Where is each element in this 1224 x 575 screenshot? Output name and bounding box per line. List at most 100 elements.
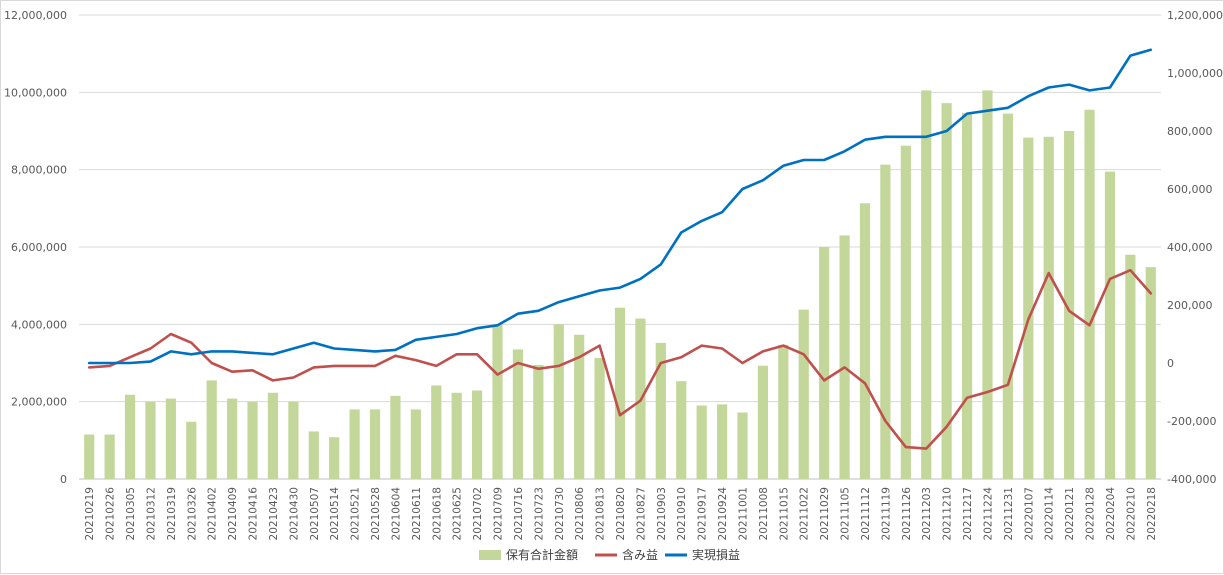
x-tick-label: 20220218	[1146, 487, 1158, 540]
bar	[471, 390, 483, 479]
x-tick-label: 20210716	[513, 487, 525, 541]
x-tick-label: 20210709	[493, 487, 505, 540]
series-line	[87, 48, 1153, 365]
bar	[1043, 136, 1054, 480]
bar	[206, 380, 217, 479]
bar	[737, 412, 748, 479]
bar	[696, 405, 707, 479]
bar	[1002, 113, 1013, 479]
x-tick-label: 20211008	[758, 487, 770, 540]
x-tick-label: 20210416	[248, 487, 260, 541]
bar	[655, 342, 666, 479]
x-tick-label: 20210618	[431, 487, 443, 540]
x-tick-label: 20210813	[595, 487, 607, 540]
line-series	[87, 48, 1153, 450]
x-tick-label: 20210702	[472, 487, 484, 540]
bar	[288, 401, 299, 479]
x-tick-label: 20210924	[717, 487, 729, 541]
y-right-tick-label: 400,000	[1167, 241, 1213, 254]
bar	[247, 401, 258, 479]
bar	[961, 112, 973, 480]
x-tick-label: 20210507	[309, 487, 321, 540]
bar	[492, 324, 503, 479]
bar	[1023, 137, 1034, 479]
x-tick-label: 20210430	[288, 487, 300, 540]
bar	[859, 203, 871, 479]
x-tick-label: 20211022	[799, 487, 811, 540]
bar	[778, 344, 789, 479]
bar	[145, 401, 156, 479]
x-tick-label: 20210319	[166, 487, 178, 540]
x-tick-label: 20220128	[1085, 487, 1097, 540]
bar	[1064, 131, 1075, 479]
y-left-tick-label: 8,000,000	[11, 164, 67, 177]
x-tick-label: 20210409	[227, 487, 239, 540]
legend-label: 含み益	[622, 547, 658, 562]
x-tick-label: 20210402	[207, 487, 219, 540]
bar	[84, 434, 95, 479]
bar	[757, 365, 769, 479]
x-tick-label: 20220204	[1105, 487, 1117, 541]
x-tick-label: 20211203	[921, 487, 933, 540]
x-tick-label: 20210312	[145, 487, 157, 540]
bar	[533, 364, 544, 479]
bar	[349, 409, 360, 479]
bar	[390, 395, 401, 479]
bar	[267, 392, 279, 479]
x-tick-label: 20211231	[1003, 487, 1015, 540]
bar	[124, 394, 136, 479]
bar	[104, 434, 115, 479]
bar	[186, 421, 197, 479]
x-tick-label: 20211224	[982, 487, 994, 541]
x-tick-label: 20211119	[880, 487, 892, 540]
legend-swatch-bar	[479, 550, 501, 560]
bar	[574, 334, 585, 479]
bar	[451, 392, 462, 479]
x-tick-label: 20211112	[860, 487, 872, 540]
x-tick-label: 20211029	[819, 487, 831, 540]
y-right-tick-label: 1,200,000	[1167, 9, 1223, 22]
bar	[798, 309, 809, 479]
bar	[839, 235, 850, 479]
bar	[553, 324, 564, 479]
y-left-tick-label: 4,000,000	[11, 318, 67, 331]
y-left-tick-label: 2,000,000	[11, 396, 67, 409]
bar	[1104, 171, 1116, 479]
bar	[982, 90, 993, 480]
y-right-tick-label: -200,000	[1167, 415, 1216, 428]
bar	[329, 437, 340, 479]
bar	[676, 381, 687, 479]
legend: 保有合計金額 含み益 実現損益	[479, 547, 740, 562]
x-tick-label: 20211015	[778, 487, 790, 540]
x-axis: 20210219 20210226 20210305 20210312 20210319…	[84, 487, 1158, 541]
x-tick-label: 20210226	[105, 487, 117, 541]
x-tick-label: 20210219	[84, 487, 96, 540]
x-tick-label: 20211217	[962, 487, 974, 540]
x-tick-label: 20211001	[737, 487, 749, 540]
bar	[921, 90, 932, 480]
x-tick-label: 20210423	[268, 487, 280, 540]
y-right-tick-label: 0	[1167, 357, 1174, 370]
x-tick-label: 20210910	[676, 487, 688, 540]
y-right-tick-label: -400,000	[1167, 473, 1216, 486]
x-tick-label: 20210917	[697, 487, 709, 540]
x-tick-label: 20210730	[554, 487, 566, 540]
bar	[1084, 109, 1095, 479]
x-tick-label: 20210326	[186, 487, 198, 541]
y-left-tick-label: 12,000,000	[4, 9, 67, 22]
bar	[594, 357, 605, 479]
y-right-tick-label: 200,000	[1167, 299, 1213, 312]
x-tick-label: 20210827	[635, 487, 647, 540]
y-left-tick-label: 0	[60, 473, 67, 486]
x-tick-label: 20220107	[1023, 487, 1035, 540]
x-tick-label: 20210528	[370, 487, 382, 540]
bar	[431, 385, 442, 479]
bar	[819, 247, 830, 479]
x-tick-label: 20220121	[1064, 487, 1076, 540]
bar	[1125, 254, 1136, 479]
y-right-tick-label: 600,000	[1167, 183, 1213, 196]
y-right-tick-label: 1,000,000	[1167, 67, 1223, 80]
bar-series-holdings	[84, 90, 1156, 480]
x-tick-label: 20220210	[1125, 487, 1137, 540]
y-axis-right: -400,000 -200,000 0 200,000 400,000 600,000 80…	[1167, 9, 1223, 486]
